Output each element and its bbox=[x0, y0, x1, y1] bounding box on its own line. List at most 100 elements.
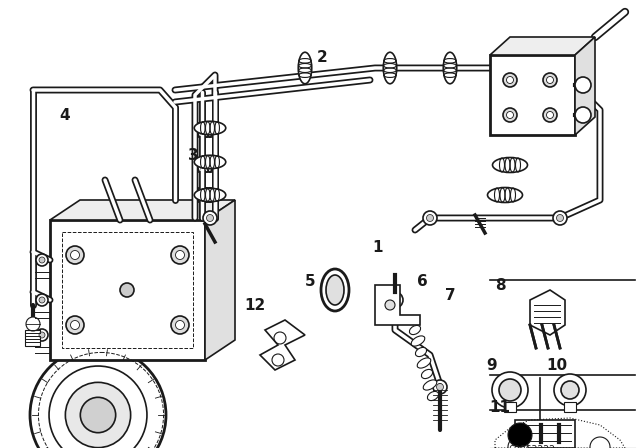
Circle shape bbox=[506, 112, 513, 119]
Ellipse shape bbox=[207, 188, 212, 202]
Circle shape bbox=[503, 73, 517, 87]
Circle shape bbox=[39, 332, 45, 338]
Circle shape bbox=[553, 211, 567, 225]
Ellipse shape bbox=[298, 52, 312, 84]
Ellipse shape bbox=[201, 158, 206, 172]
Circle shape bbox=[70, 320, 79, 329]
Bar bbox=[25, 330, 40, 346]
Circle shape bbox=[508, 437, 528, 448]
Circle shape bbox=[171, 316, 189, 334]
Circle shape bbox=[557, 215, 563, 221]
Ellipse shape bbox=[204, 123, 209, 137]
Ellipse shape bbox=[195, 188, 226, 202]
Ellipse shape bbox=[488, 188, 522, 202]
Ellipse shape bbox=[207, 158, 212, 172]
Ellipse shape bbox=[195, 155, 226, 169]
Circle shape bbox=[387, 292, 403, 308]
Text: 4: 4 bbox=[60, 108, 70, 122]
Ellipse shape bbox=[204, 158, 209, 172]
Circle shape bbox=[66, 246, 84, 264]
Circle shape bbox=[543, 73, 557, 87]
Circle shape bbox=[554, 374, 586, 406]
Ellipse shape bbox=[421, 370, 433, 379]
Ellipse shape bbox=[423, 380, 436, 390]
Text: 7: 7 bbox=[445, 288, 455, 302]
Circle shape bbox=[426, 215, 433, 221]
Ellipse shape bbox=[198, 188, 203, 202]
Text: 6: 6 bbox=[417, 275, 428, 289]
Text: 2: 2 bbox=[317, 51, 328, 65]
Ellipse shape bbox=[204, 188, 209, 202]
Circle shape bbox=[39, 257, 45, 263]
Polygon shape bbox=[530, 290, 565, 335]
Circle shape bbox=[436, 383, 444, 391]
Text: 1: 1 bbox=[372, 241, 383, 255]
Text: C0063222: C0063222 bbox=[508, 445, 555, 448]
Polygon shape bbox=[205, 200, 235, 360]
Ellipse shape bbox=[207, 123, 212, 137]
Bar bbox=[490, 55, 575, 135]
Bar bbox=[515, 420, 575, 448]
Circle shape bbox=[433, 380, 447, 394]
Circle shape bbox=[499, 379, 521, 401]
Circle shape bbox=[39, 297, 45, 303]
Ellipse shape bbox=[444, 52, 457, 84]
Ellipse shape bbox=[195, 121, 226, 135]
Circle shape bbox=[36, 329, 48, 341]
Polygon shape bbox=[260, 320, 305, 370]
Ellipse shape bbox=[201, 188, 206, 202]
Polygon shape bbox=[375, 285, 420, 325]
Ellipse shape bbox=[383, 52, 397, 84]
Bar bbox=[50, 220, 205, 360]
Bar bbox=[564, 402, 576, 412]
Ellipse shape bbox=[198, 158, 203, 172]
Circle shape bbox=[508, 423, 532, 447]
Ellipse shape bbox=[412, 336, 425, 346]
Ellipse shape bbox=[410, 325, 420, 335]
Circle shape bbox=[26, 317, 40, 331]
Circle shape bbox=[391, 296, 399, 304]
Circle shape bbox=[203, 211, 217, 225]
Circle shape bbox=[547, 112, 554, 119]
Text: 3: 3 bbox=[188, 147, 198, 163]
Ellipse shape bbox=[493, 158, 527, 172]
Ellipse shape bbox=[321, 269, 349, 311]
Text: 5: 5 bbox=[305, 275, 316, 289]
Circle shape bbox=[207, 215, 214, 221]
Ellipse shape bbox=[201, 123, 206, 137]
Circle shape bbox=[175, 250, 184, 259]
Ellipse shape bbox=[428, 392, 438, 401]
Polygon shape bbox=[50, 200, 235, 220]
Circle shape bbox=[590, 437, 610, 448]
Circle shape bbox=[171, 246, 189, 264]
Ellipse shape bbox=[417, 358, 431, 368]
Circle shape bbox=[503, 108, 517, 122]
Circle shape bbox=[70, 250, 79, 259]
Text: 12: 12 bbox=[244, 297, 266, 313]
Polygon shape bbox=[575, 37, 595, 135]
Circle shape bbox=[492, 372, 528, 408]
Circle shape bbox=[65, 382, 131, 448]
Circle shape bbox=[575, 107, 591, 123]
Circle shape bbox=[30, 347, 166, 448]
Circle shape bbox=[561, 381, 579, 399]
Circle shape bbox=[120, 283, 134, 297]
Text: 9: 9 bbox=[486, 358, 497, 372]
Text: 11: 11 bbox=[490, 401, 511, 415]
Bar bbox=[62, 232, 193, 348]
Ellipse shape bbox=[415, 347, 427, 357]
Circle shape bbox=[66, 316, 84, 334]
Circle shape bbox=[547, 77, 554, 83]
Text: 10: 10 bbox=[547, 358, 568, 372]
Circle shape bbox=[506, 77, 513, 83]
Circle shape bbox=[81, 397, 116, 433]
Circle shape bbox=[49, 366, 147, 448]
Polygon shape bbox=[490, 37, 595, 55]
Text: 8: 8 bbox=[495, 277, 506, 293]
Circle shape bbox=[36, 294, 48, 306]
Ellipse shape bbox=[198, 123, 203, 137]
Circle shape bbox=[36, 254, 48, 266]
Circle shape bbox=[575, 77, 591, 93]
Ellipse shape bbox=[326, 275, 344, 305]
Circle shape bbox=[423, 211, 437, 225]
